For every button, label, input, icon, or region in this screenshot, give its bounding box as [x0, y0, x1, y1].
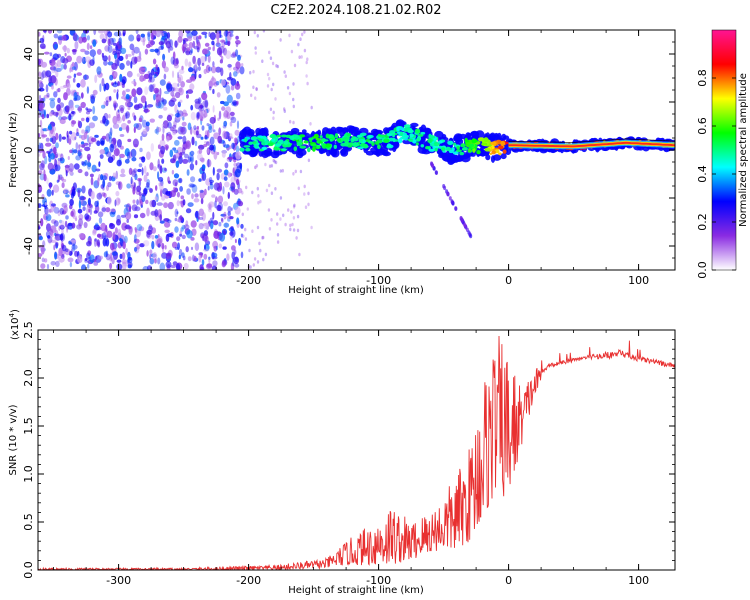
colorbar-tick-label: 0.8 [696, 69, 709, 87]
snr-y-tick-label: 0.5 [22, 513, 35, 531]
snr-scale-exp: 4 [8, 312, 16, 317]
x-tick-label: 0 [505, 274, 512, 287]
snr-axes: -300 -200 -100 0 100 0.0 0.5 1.0 1.5 2.0 2.5 [22, 321, 675, 587]
x-tick-label: -100 [366, 274, 391, 287]
snr-panel: -300 -200 -100 0 100 0.0 0.5 1.0 1.5 2.0 2.5 Heigh… [8, 309, 676, 596]
colorbar-tick-label: 0.2 [696, 213, 709, 231]
y-tick-label: 40 [22, 47, 35, 61]
snr-ylabel: SNR (10 * v/v) [8, 404, 19, 475]
x-tick-label: -300 [106, 574, 131, 587]
snr-y-tick-label: 2.5 [22, 321, 35, 339]
colorbar-gradient [711, 29, 737, 271]
x-tick-label: 100 [628, 574, 649, 587]
colorbar-tick-label: 0.0 [696, 261, 709, 279]
snr-y-tick-label: 0.0 [22, 561, 35, 579]
y-tick-label: 0 [22, 147, 35, 154]
spectrogram-noise [38, 30, 313, 270]
colorbar-axes: 0.0 0.2 0.4 0.6 0.8 [696, 69, 736, 279]
colorbar-label: Normalized spectral amplitude [738, 73, 749, 227]
x-tick-label: -200 [236, 574, 261, 587]
snr-line [38, 335, 675, 570]
snr-y-tick-label: 2.0 [22, 369, 35, 387]
y-tick-label: -20 [22, 189, 35, 207]
snr-scale-label: (x104) [8, 309, 21, 340]
spectrogram-xlabel: Height of straight line (km) [288, 285, 424, 296]
y-tick-label: -40 [22, 237, 35, 255]
snr-scale-close: ) [10, 309, 21, 313]
snr-background [38, 330, 675, 570]
colorbar-tick-label: 0.6 [696, 117, 709, 135]
figure-title: C2E2.2024.108.21.02.R02 [270, 3, 441, 18]
snr-scale-base: (x10 [10, 317, 21, 340]
snr-y-tick-label: 1.5 [22, 417, 35, 435]
svg-text:(x104): (x104) [8, 309, 21, 340]
spectrogram-signal [238, 119, 675, 239]
x-tick-label: 100 [628, 274, 649, 287]
snr-xlabel: Height of straight line (km) [288, 585, 424, 596]
spectrogram-image [38, 30, 675, 270]
snr-frame [37, 329, 676, 571]
x-tick-label: 0 [505, 574, 512, 587]
x-tick-label: -100 [366, 574, 391, 587]
spectrogram-ylabel: Frequency (Hz) [8, 112, 19, 188]
snr-series [38, 335, 675, 570]
y-tick-label: 20 [22, 95, 35, 109]
colorbar-tick-label: 0.4 [696, 165, 709, 183]
x-tick-label: -200 [236, 274, 261, 287]
colorbar: 0.0 0.2 0.4 0.6 0.8 Normalized spectral ampl… [696, 29, 749, 279]
snr-y-tick-label: 1.0 [22, 465, 35, 483]
x-tick-label: -300 [106, 274, 131, 287]
